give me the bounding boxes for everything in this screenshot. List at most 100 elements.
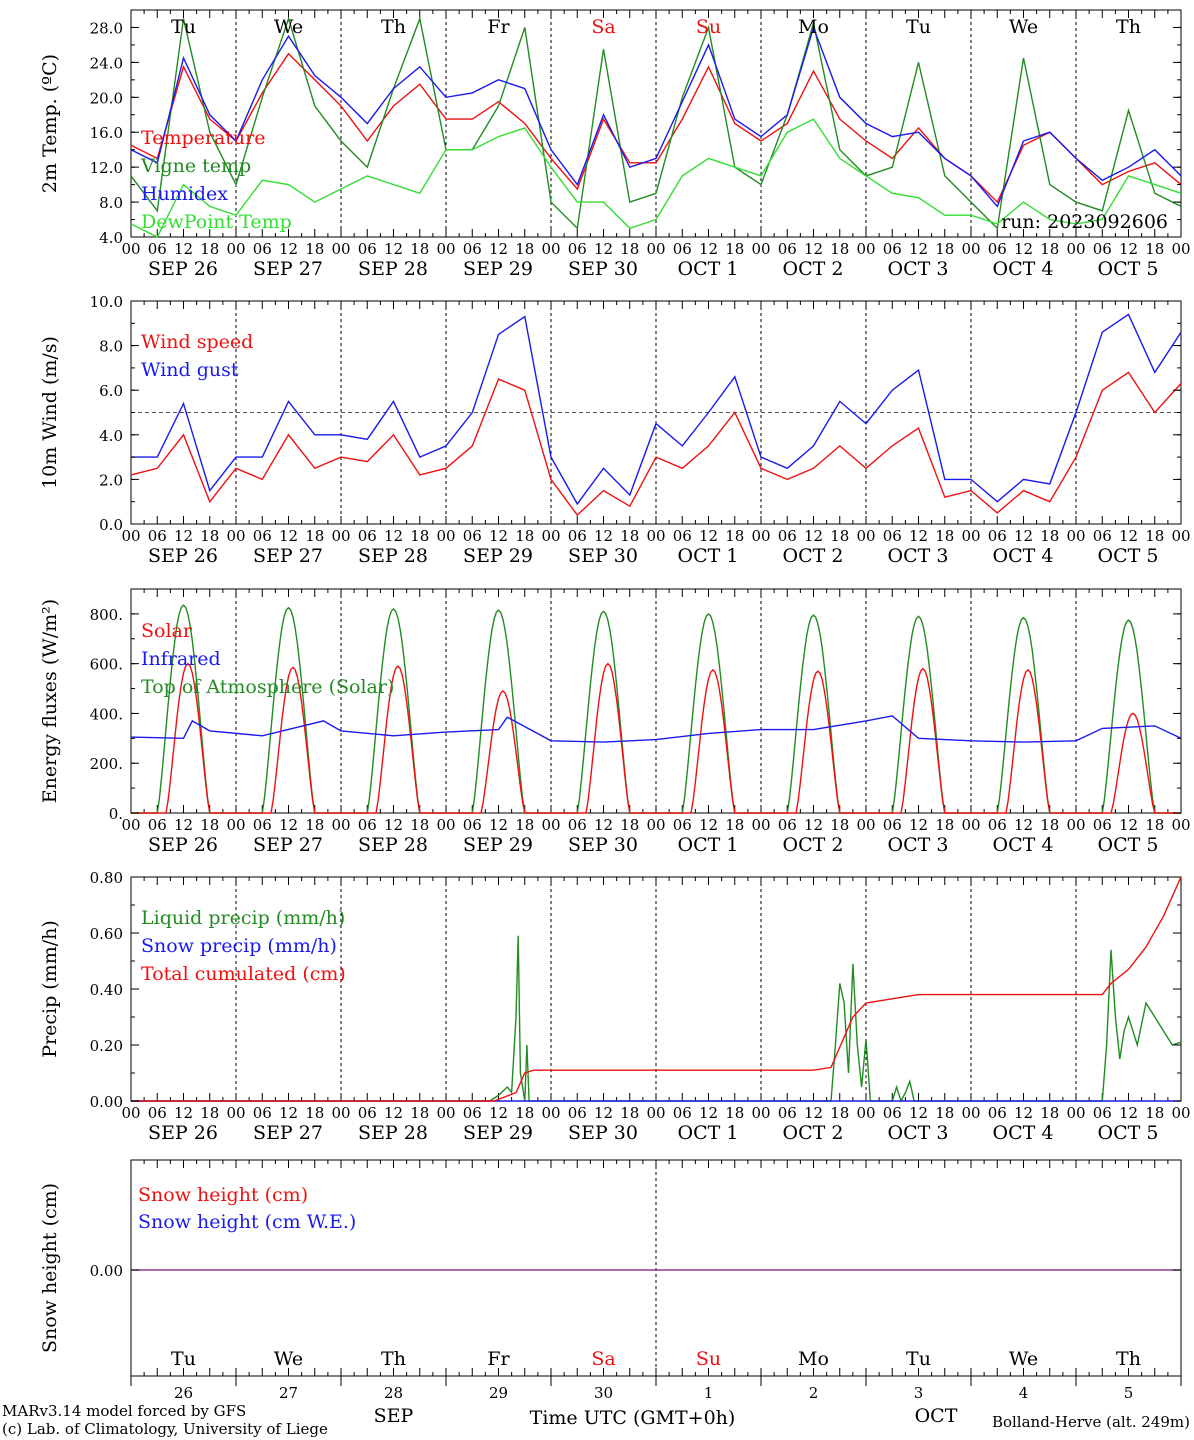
x-hour-label: 12	[594, 240, 613, 258]
y-axis-label: Precip (mm/h)	[39, 920, 61, 1058]
x-hour-label: 18	[305, 240, 324, 258]
day-number-label: 2	[809, 1384, 819, 1402]
x-hour-label: 00	[121, 816, 140, 834]
x-hour-label: 06	[988, 240, 1007, 258]
x-hour-label: 06	[463, 527, 482, 545]
y-tick-label: 24.0	[90, 54, 123, 72]
weekday-label: Fr	[487, 16, 510, 38]
x-hour-label: 18	[305, 527, 324, 545]
legend-entry: Wind speed	[141, 331, 253, 353]
x-date-label: OCT 1	[678, 834, 739, 856]
x-hour-label: 18	[305, 1104, 324, 1122]
x-hour-label: 12	[804, 816, 823, 834]
x-hour-label: 00	[646, 1104, 665, 1122]
y-tick-label: 600.	[90, 656, 123, 674]
x-hour-label: 18	[830, 816, 849, 834]
x-hour-label: 12	[279, 527, 298, 545]
weekday-label: Tu	[906, 1348, 931, 1370]
x-hour-label: 00	[1171, 816, 1190, 834]
day-number-label: 4	[1019, 1384, 1029, 1402]
x-hour-label: 12	[909, 240, 928, 258]
x-hour-label: 00	[226, 240, 245, 258]
weekday-label: We	[1009, 16, 1038, 38]
x-hour-label: 12	[699, 527, 718, 545]
x-hour-label: 12	[699, 1104, 718, 1122]
x-hour-label: 06	[988, 527, 1007, 545]
x-hour-label: 00	[436, 1104, 455, 1122]
x-hour-label: 12	[804, 1104, 823, 1122]
x-hour-label: 00	[331, 1104, 350, 1122]
x-hour-label: 12	[1014, 240, 1033, 258]
x-date-label: SEP 29	[463, 545, 533, 567]
panel-3	[130, 588, 1182, 814]
x-hour-label: 12	[699, 240, 718, 258]
x-hour-label: 00	[856, 816, 875, 834]
x-date-label: SEP 27	[253, 1122, 323, 1144]
x-hour-label: 00	[436, 240, 455, 258]
x-hour-label: 18	[200, 816, 219, 834]
x-hour-label: 12	[279, 240, 298, 258]
x-hour-label: 06	[463, 1104, 482, 1122]
y-axis-label: 2m Temp. (ºC)	[39, 54, 61, 193]
y-axis-label: Energy fluxes (W/m²)	[39, 599, 61, 803]
x-hour-label: 06	[463, 240, 482, 258]
y-tick-label: 12.0	[90, 159, 123, 177]
legend-entry: Temperature	[141, 127, 265, 149]
x-hour-label: 12	[489, 816, 508, 834]
x-hour-label: 12	[1014, 816, 1033, 834]
series-line-total-cumulated-cm-	[131, 876, 1182, 1102]
x-hour-label: 06	[778, 1104, 797, 1122]
legend-entry: Infrared	[141, 648, 221, 670]
x-hour-label: 06	[883, 240, 902, 258]
weekday-label: Mo	[798, 16, 829, 38]
weekday-label: Su	[696, 16, 721, 38]
x-hour-label: 12	[384, 240, 403, 258]
x-hour-label: 06	[568, 816, 587, 834]
x-hour-label: 00	[541, 527, 560, 545]
x-date-label: SEP 26	[148, 545, 218, 567]
x-hour-label: 06	[568, 1104, 587, 1122]
day-number-label: 28	[384, 1384, 403, 1402]
series-line-solar	[131, 662, 1181, 814]
y-tick-label: 8.0	[99, 338, 123, 356]
x-hour-label: 00	[1066, 527, 1085, 545]
x-hour-label: 06	[358, 240, 377, 258]
x-hour-label: 18	[725, 1104, 744, 1122]
y-tick-label: 0.40	[90, 981, 123, 999]
x-date-label: OCT 5	[1098, 545, 1159, 567]
x-hour-label: 18	[1040, 527, 1059, 545]
x-hour-label: 12	[909, 1104, 928, 1122]
x-hour-label: 12	[1119, 816, 1138, 834]
weekday-label: Th	[381, 16, 406, 38]
x-hour-label: 12	[174, 527, 193, 545]
x-hour-label: 00	[1066, 816, 1085, 834]
y-axis-label: Snow height (cm)	[39, 1183, 61, 1353]
x-hour-label: 18	[200, 1104, 219, 1122]
x-date-label: OCT 2	[783, 258, 844, 280]
x-date-label: SEP 27	[253, 834, 323, 856]
y-tick-label: 400.	[90, 705, 123, 723]
x-hour-label: 06	[1093, 1104, 1112, 1122]
x-hour-label: 00	[751, 527, 770, 545]
x-hour-label: 12	[804, 240, 823, 258]
x-hour-label: 00	[541, 816, 560, 834]
x-date-label: SEP 27	[253, 258, 323, 280]
x-hour-label: 18	[200, 527, 219, 545]
x-hour-label: 12	[594, 816, 613, 834]
x-hour-label: 06	[883, 527, 902, 545]
day-number-label: 30	[594, 1384, 613, 1402]
legend-entry: Wind gust	[141, 359, 239, 381]
x-hour-label: 18	[410, 816, 429, 834]
x-date-label: OCT 3	[888, 1122, 949, 1144]
x-date-label: SEP 26	[148, 258, 218, 280]
x-hour-label: 18	[935, 527, 954, 545]
weekday-label: We	[274, 16, 303, 38]
x-hour-label: 12	[1014, 1104, 1033, 1122]
x-hour-label: 06	[148, 1104, 167, 1122]
x-date-label: SEP 30	[568, 834, 638, 856]
x-hour-label: 00	[541, 240, 560, 258]
x-hour-label: 00	[226, 1104, 245, 1122]
x-hour-label: 18	[1145, 1104, 1164, 1122]
